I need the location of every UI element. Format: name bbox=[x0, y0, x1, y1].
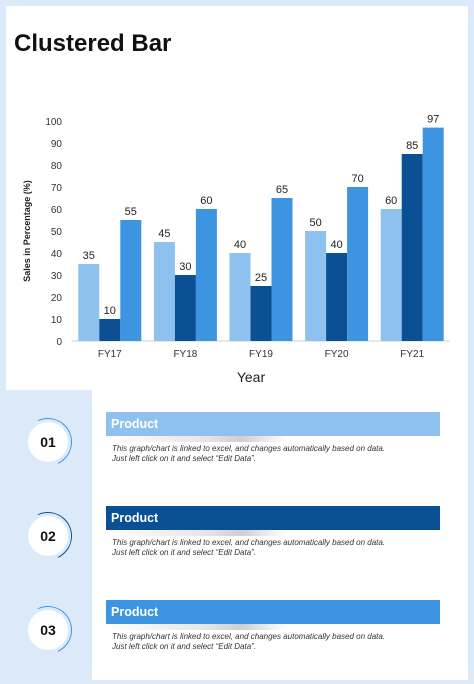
bar-value-label: 45 bbox=[158, 228, 170, 240]
bar bbox=[120, 220, 142, 341]
bar bbox=[78, 264, 100, 341]
y-tick-label: 50 bbox=[51, 227, 63, 238]
product-description-line: Just left click on it and select “Edit D… bbox=[112, 548, 257, 557]
product-bar-shadow bbox=[106, 436, 286, 442]
product-description: This graph/chart is linked to excel, and… bbox=[112, 444, 432, 464]
x-tick-label: FY21 bbox=[400, 349, 424, 360]
product-label: Product bbox=[111, 605, 159, 619]
item-number-circle: 02 bbox=[25, 513, 71, 559]
bar-value-label: 70 bbox=[351, 173, 363, 185]
product-description: This graph/chart is linked to excel, and… bbox=[112, 538, 432, 558]
bar bbox=[153, 242, 175, 341]
frame-left-border bbox=[0, 0, 6, 390]
y-tick-label: 0 bbox=[56, 337, 62, 348]
x-axis-label: Year bbox=[237, 369, 266, 385]
y-tick-label: 10 bbox=[51, 315, 63, 326]
y-tick-label: 40 bbox=[51, 249, 63, 260]
bar bbox=[195, 209, 217, 341]
product-description-line: Just left click on it and select “Edit D… bbox=[112, 642, 257, 651]
frame-bottom-border bbox=[0, 680, 474, 684]
bar-value-label: 55 bbox=[125, 206, 137, 218]
product-label: Product bbox=[111, 417, 159, 431]
bar-value-label: 60 bbox=[200, 195, 212, 207]
item-number: 02 bbox=[40, 528, 56, 544]
bar-value-label: 97 bbox=[427, 114, 439, 126]
bar bbox=[401, 154, 423, 341]
clustered-bar-chart: 0 10 20 30 40 50 60 70 80 90 100 Sales in Percentag… bbox=[22, 114, 450, 385]
item-number: 03 bbox=[40, 622, 56, 638]
product-description-line: This graph/chart is linked to excel, and… bbox=[112, 538, 386, 547]
product-description-line: This graph/chart is linked to excel, and… bbox=[112, 632, 386, 641]
bar-value-label: 40 bbox=[330, 239, 342, 251]
bar-value-label: 85 bbox=[406, 140, 418, 152]
y-axis-label: Sales in Percentage (%) bbox=[22, 180, 32, 282]
bar-value-label: 25 bbox=[255, 272, 267, 284]
y-tick-label: 100 bbox=[45, 117, 62, 128]
product-bar-shadow bbox=[106, 530, 286, 536]
y-tick-label: 60 bbox=[51, 205, 63, 216]
product-bar-shadow bbox=[106, 624, 286, 630]
bar-value-label: 10 bbox=[104, 305, 116, 317]
y-tick-label: 80 bbox=[51, 161, 63, 172]
bar bbox=[250, 286, 272, 341]
y-tick-label: 70 bbox=[51, 183, 63, 194]
product-description: This graph/chart is linked to excel, and… bbox=[112, 632, 432, 652]
bar bbox=[271, 198, 293, 341]
bar-value-label: 65 bbox=[276, 184, 288, 196]
bar-value-label: 50 bbox=[309, 217, 321, 229]
item-number-circle: 03 bbox=[25, 607, 71, 653]
x-tick-label: FY18 bbox=[173, 349, 197, 360]
bar bbox=[422, 127, 444, 341]
bar bbox=[347, 187, 369, 341]
y-tick-label: 90 bbox=[51, 139, 63, 150]
bar-value-label: 60 bbox=[385, 195, 397, 207]
frame-top-border bbox=[0, 0, 474, 6]
product-bar: Product bbox=[106, 506, 440, 530]
bar bbox=[174, 275, 196, 341]
y-tick-label: 20 bbox=[51, 293, 63, 304]
frame-right-border bbox=[468, 0, 474, 684]
product-label: Product bbox=[111, 511, 159, 525]
bar bbox=[326, 253, 348, 341]
bar bbox=[229, 253, 251, 341]
y-tick-label: 30 bbox=[51, 271, 63, 282]
product-description-line: This graph/chart is linked to excel, and… bbox=[112, 444, 386, 453]
x-tick-label: FY17 bbox=[98, 349, 122, 360]
page-title: Clustered Bar bbox=[14, 30, 172, 57]
product-description-line: Just left click on it and select “Edit D… bbox=[112, 454, 257, 463]
bar bbox=[380, 209, 402, 341]
bar bbox=[99, 319, 121, 341]
bar-value-label: 30 bbox=[179, 261, 191, 273]
x-tick-label: FY20 bbox=[325, 349, 349, 360]
bar bbox=[305, 231, 327, 341]
bar-value-label: 35 bbox=[83, 250, 95, 262]
product-bar: Product bbox=[106, 600, 440, 624]
x-tick-label: FY19 bbox=[249, 349, 273, 360]
bar-value-label: 40 bbox=[234, 239, 246, 251]
item-number: 01 bbox=[40, 434, 56, 450]
item-number-circle: 01 bbox=[25, 419, 71, 465]
product-bar: Product bbox=[106, 412, 440, 436]
